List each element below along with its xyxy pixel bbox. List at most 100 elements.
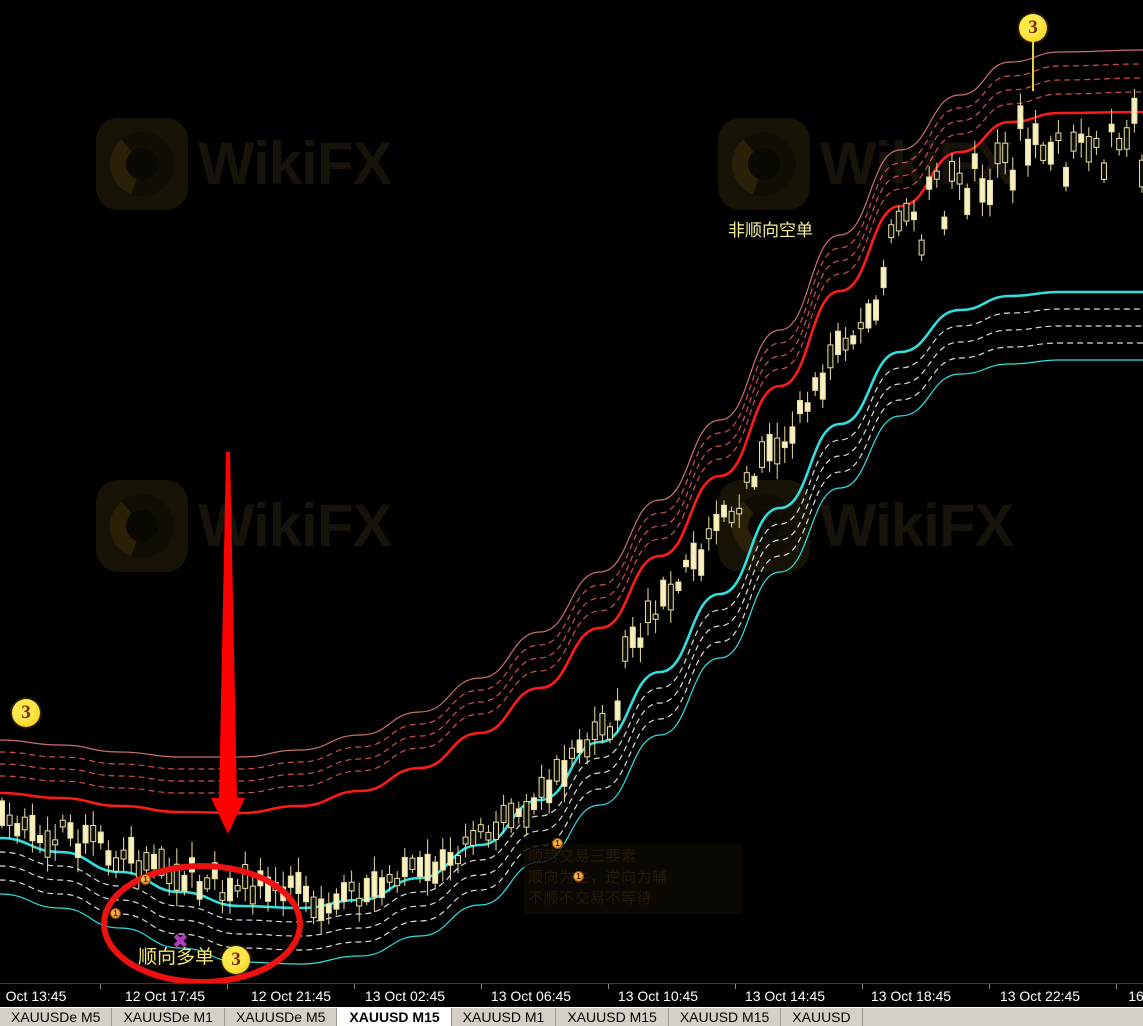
candle-body: [113, 857, 119, 872]
candle-body: [766, 433, 773, 462]
candle-body: [1116, 137, 1123, 151]
candle-body: [151, 853, 157, 870]
candle-body: [333, 893, 340, 910]
trade-badge-3[interactable]: 3: [222, 946, 250, 974]
series-upper-red-band-main: [0, 110, 1143, 815]
candle-body: [903, 202, 910, 222]
axis-time-label-1: Oct 13:45: [5, 988, 67, 1004]
candle-body: [356, 897, 363, 907]
candle-body: [242, 864, 249, 889]
candle-body: [652, 613, 659, 620]
axis-tick: [735, 984, 736, 989]
series-upper-red-band-dotted-3: [0, 91, 1143, 794]
candle-body: [417, 857, 423, 877]
candle-body: [979, 178, 986, 203]
candle-body: [1101, 162, 1107, 180]
candle-body: [371, 871, 378, 898]
candle-body: [143, 852, 150, 871]
chart-tab-5[interactable]: XAUUSD M1: [451, 1008, 557, 1026]
highlight-ellipse[interactable]: [101, 863, 303, 983]
candle-body: [14, 823, 21, 837]
candle-body: [918, 239, 925, 256]
candle-body: [211, 862, 218, 880]
candle-body: [743, 472, 750, 483]
close-position-icon[interactable]: ✖: [172, 931, 189, 953]
axis-tick: [481, 984, 482, 989]
chart-tab-2[interactable]: XAUUSDe M1: [112, 1008, 225, 1026]
candle-body: [508, 802, 515, 829]
order-marker-2[interactable]: 1: [552, 838, 563, 849]
candle-body: [888, 224, 895, 239]
candle-body: [265, 876, 271, 902]
candle-body: [956, 172, 963, 185]
axis-time-label-9: 13 Oct 22:45: [999, 988, 1081, 1004]
series-lower-cyan-dotted-2: [0, 325, 1143, 937]
axis-time-label-5: 13 Oct 06:45: [490, 988, 572, 1004]
candle-body: [637, 637, 644, 648]
trade-badge-1[interactable]: 3: [1019, 14, 1047, 42]
candle-body: [713, 513, 720, 532]
chart-tab-8[interactable]: XAUUSD: [781, 1008, 863, 1026]
candle-body: [493, 821, 499, 840]
chart-tab-3[interactable]: XAUUSDe M5: [224, 1008, 338, 1026]
candle-body: [325, 903, 332, 914]
chart-tab-4-active[interactable]: XAUUSD M15: [337, 1008, 452, 1026]
candle-body: [1032, 123, 1039, 146]
chart-tab-6[interactable]: XAUUSD M15: [556, 1008, 669, 1026]
chart-tab-bar[interactable]: XAUUSDe M5 XAUUSDe M1 XAUUSDe M5 XAUUSD M15…: [0, 1007, 1143, 1026]
candle-body: [538, 776, 545, 798]
series-upper-red-band-dotted-2: [0, 77, 1143, 782]
series-lower-cyan-dotted-3: [0, 342, 1143, 951]
chart-plot-area[interactable]: WikiFX WikiFX WikiFX WikiFX 顺势交易三要素 顺向为主…: [0, 0, 1143, 983]
candle-body: [1017, 105, 1024, 130]
candle-body: [690, 542, 697, 570]
order-marker-3[interactable]: 1: [573, 871, 584, 882]
candle-body: [128, 836, 135, 864]
candle-body: [515, 808, 522, 817]
candle-body: [249, 885, 256, 905]
candle-body: [721, 504, 727, 518]
candle-body: [842, 337, 849, 351]
candle-body: [964, 187, 971, 215]
candle-body: [835, 330, 841, 356]
candle-body: [227, 877, 233, 902]
candle-body: [310, 896, 317, 918]
axis-time-label-7: 13 Oct 14:45: [744, 988, 826, 1004]
candle-body: [173, 863, 180, 891]
candle-body: [660, 579, 667, 607]
candle-body: [1131, 97, 1138, 124]
candle-body: [6, 814, 13, 826]
order-marker-1[interactable]: 1: [110, 908, 121, 919]
candle-body: [873, 299, 879, 321]
candle-body: [204, 877, 211, 890]
candle-body: [1009, 169, 1016, 191]
candle-body: [645, 600, 651, 624]
candle-body: [789, 426, 796, 444]
chart-tab-7[interactable]: XAUUSD M15: [668, 1008, 782, 1026]
axis-tick: [989, 984, 990, 989]
candle-body: [926, 176, 933, 190]
candle-body: [751, 475, 758, 488]
axis-tick: [100, 984, 101, 989]
candle-body: [994, 142, 1001, 165]
candle-body: [781, 441, 788, 449]
axis-time-label-10: 16: [1128, 988, 1143, 1004]
candle-body: [105, 850, 112, 866]
chart-tab-1[interactable]: XAUUSDe M5: [0, 1008, 113, 1026]
candle-body: [1025, 138, 1031, 166]
candle-body: [971, 153, 978, 170]
candle-body: [234, 885, 241, 892]
order-marker-4[interactable]: 1: [140, 874, 151, 885]
drawing-objects-layer[interactable]: [0, 0, 1143, 983]
candle-body: [196, 881, 203, 900]
series-lower-cyan-band-outer: [0, 359, 1143, 965]
trade-badge-2[interactable]: 3: [12, 699, 40, 727]
candle-body: [728, 510, 735, 524]
candle-body: [82, 824, 89, 844]
axis-tick: [354, 984, 355, 989]
candle-body: [363, 877, 370, 903]
arrow-head[interactable]: [211, 798, 245, 834]
candle-body: [591, 721, 598, 741]
arrow-shaft[interactable]: [219, 452, 237, 800]
candle-body: [303, 885, 309, 903]
